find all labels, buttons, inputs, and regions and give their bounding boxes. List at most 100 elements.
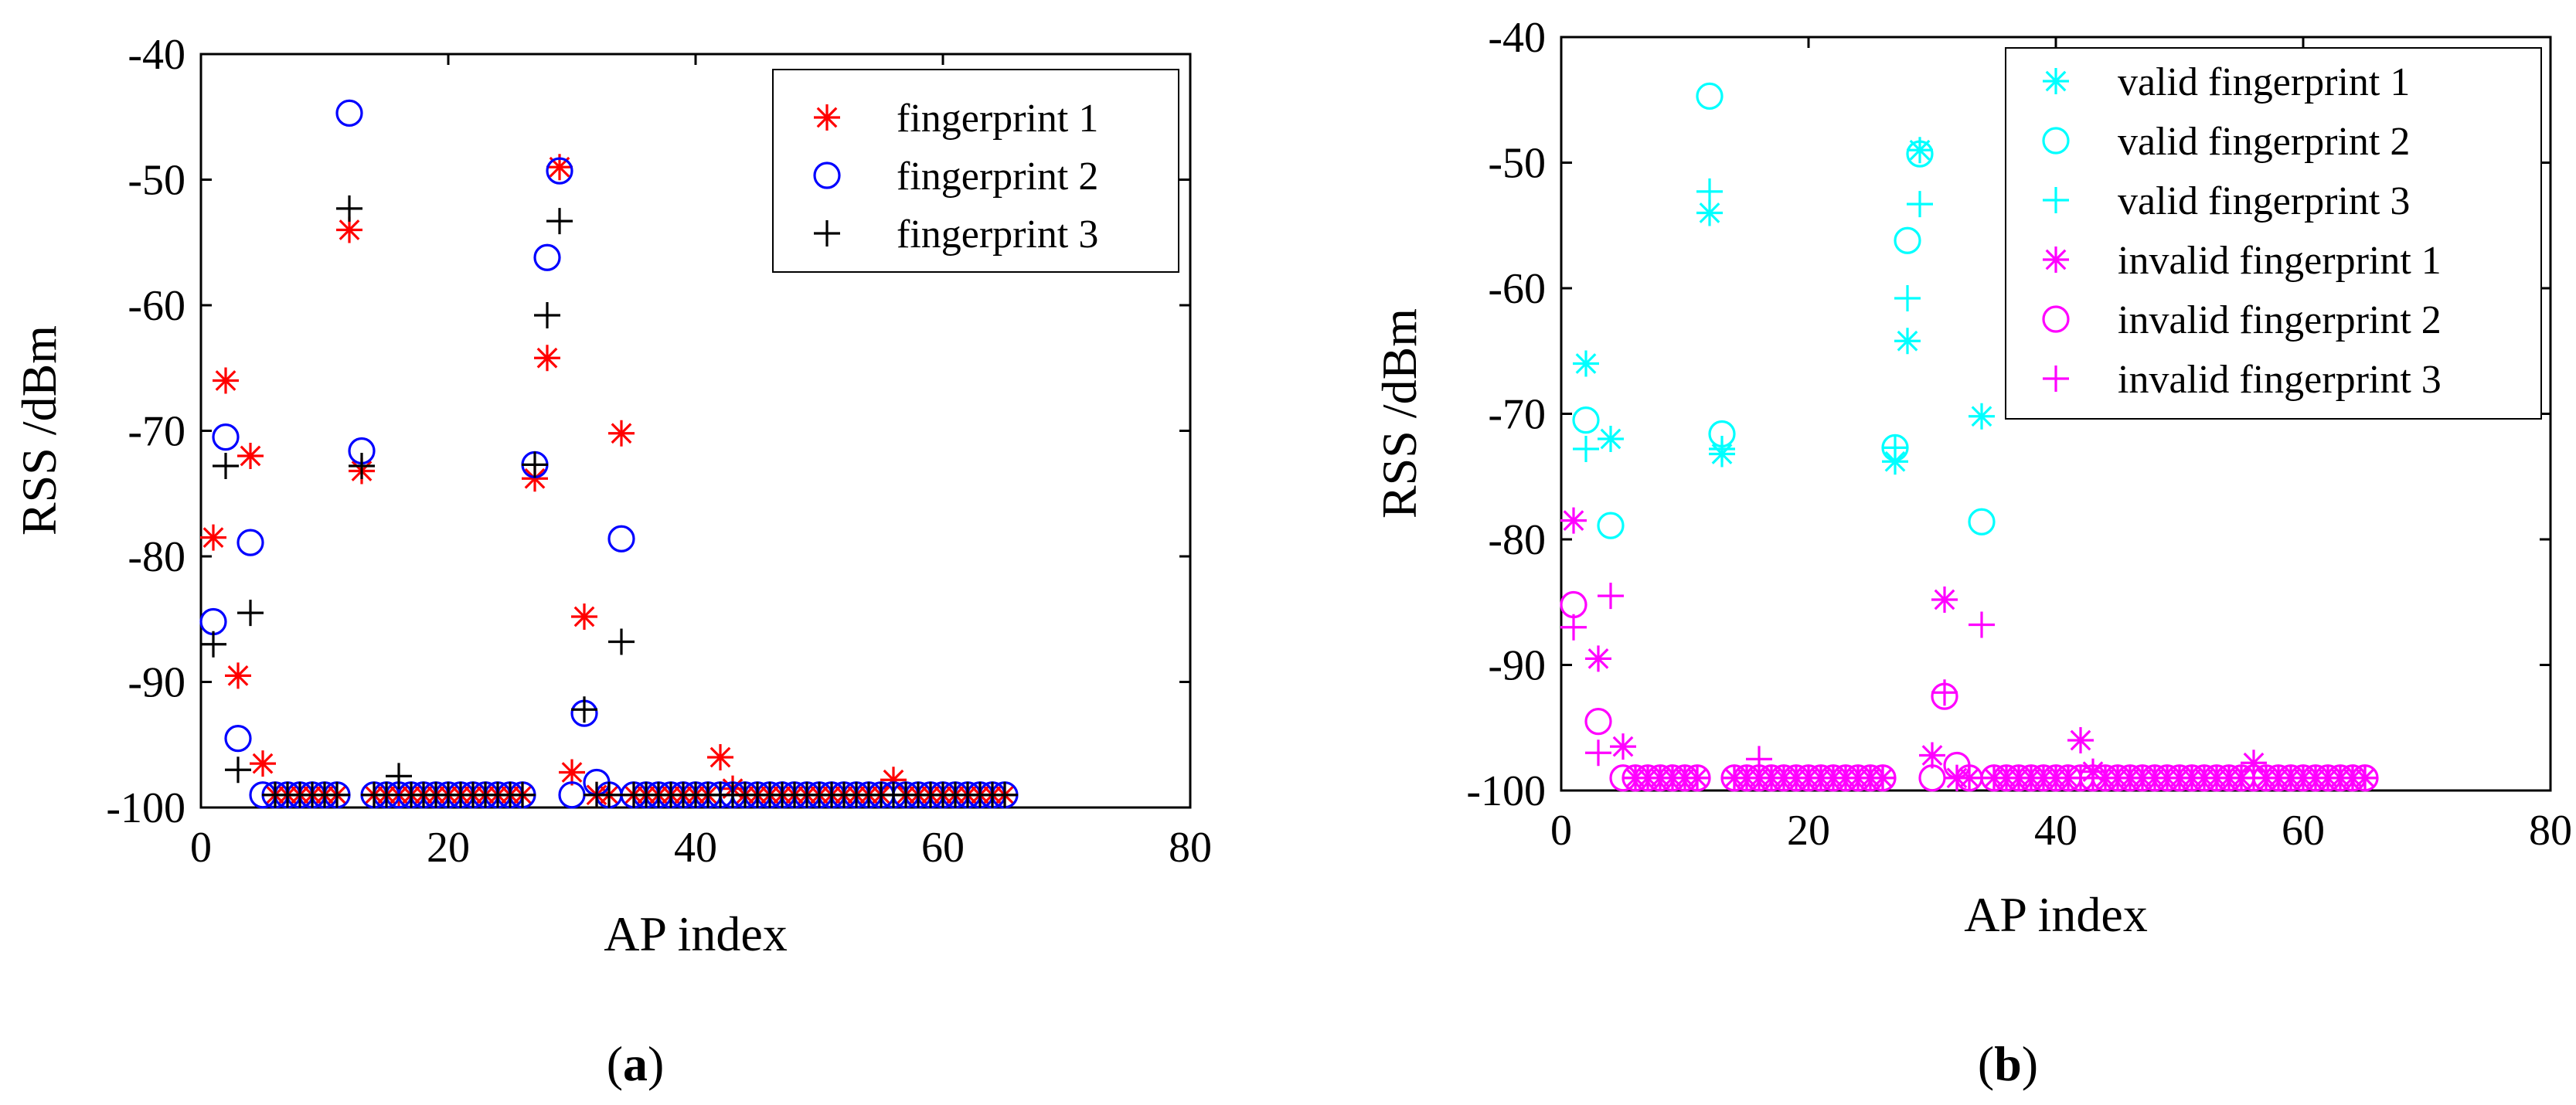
legend-marker	[2043, 187, 2069, 213]
data-point	[1870, 764, 1896, 791]
data-point	[1598, 583, 1624, 610]
data-point	[522, 451, 548, 478]
y-axis-label-a: RSS /dBm	[12, 325, 66, 536]
y-tick-label-a: -80	[128, 533, 185, 581]
data-point	[224, 725, 252, 753]
legend-label-fingerprint-1: fingerprint 1	[897, 97, 1098, 141]
data-point	[1746, 746, 1772, 773]
data-point	[596, 781, 622, 808]
x-tick-label-a: 80	[1169, 824, 1212, 872]
data-point	[1696, 178, 1723, 205]
data-point	[1734, 764, 1760, 791]
legend-marker	[2042, 305, 2070, 333]
data-point	[707, 744, 733, 770]
legend-markers-b	[2042, 68, 2070, 392]
data-point	[335, 99, 363, 127]
data-point	[1919, 742, 1945, 769]
legend-a: fingerprint 1 fingerprint 2 fingerprint …	[772, 69, 1179, 273]
data-point	[1597, 512, 1625, 539]
data-point	[1907, 191, 1933, 218]
data-point	[1584, 708, 1612, 736]
chart-panel-a: 0 20 40 60 80 -40 -50 -60 -70 -80 -90 -100 AP index…	[12, 31, 1212, 961]
legend-label-valid-fingerprint-3: valid fingerprint 3	[2118, 179, 2410, 223]
data-point	[571, 604, 597, 630]
data-point	[546, 208, 573, 235]
data-point	[571, 696, 597, 723]
y-tick-label-b: -70	[1488, 391, 1546, 439]
x-tick-label-b: 0	[1550, 807, 1572, 855]
data-point	[2067, 727, 2094, 753]
legend-label-valid-fingerprint-1: valid fingerprint 1	[2118, 60, 2410, 104]
data-point	[1684, 764, 1710, 791]
data-point	[213, 367, 239, 394]
data-point	[2352, 764, 2378, 791]
series-a-3	[200, 195, 1018, 808]
data-point	[1573, 350, 1599, 377]
y-tick-label-b: -40	[1488, 14, 1546, 62]
y-tick-label-a: -90	[128, 659, 185, 707]
data-point	[1696, 82, 1724, 110]
data-point	[1560, 614, 1587, 641]
legend-marker	[2042, 127, 2070, 155]
data-point	[1894, 328, 1921, 355]
data-point	[1585, 645, 1611, 672]
data-point	[1969, 403, 1995, 430]
y-tick-label-a: -100	[106, 784, 185, 832]
legend-marker	[2043, 68, 2069, 94]
caption-b-label: b	[1994, 1036, 2022, 1091]
y-tick-label-a: -60	[128, 282, 185, 330]
y-tick-label-a: -70	[128, 408, 185, 456]
data-markers-a	[199, 99, 1019, 809]
caption-a-open: (	[607, 1036, 623, 1091]
data-point	[534, 345, 560, 372]
series-b-2	[1572, 82, 1996, 539]
data-point	[1931, 679, 1958, 706]
x-tick-label-b: 20	[1787, 807, 1830, 855]
data-point	[237, 443, 264, 469]
legend-box-b	[2005, 47, 2542, 420]
x-axis-label-b: AP index	[1964, 887, 2148, 942]
data-point	[559, 759, 585, 786]
legend-b: valid fingerprint 1 valid fingerprint 2 …	[2005, 47, 2542, 420]
data-point	[1560, 507, 1587, 534]
legend-box-a	[772, 69, 1179, 273]
data-point	[1572, 406, 1600, 434]
data-point	[373, 781, 400, 808]
legend-marker	[814, 220, 840, 246]
x-tick-label-b: 40	[2034, 807, 2077, 855]
legend-marker	[2043, 246, 2069, 273]
caption-a: (a)	[607, 1036, 665, 1091]
series-b-3	[1573, 178, 1933, 462]
data-point	[509, 781, 536, 808]
data-point	[1610, 733, 1636, 760]
y-tick-label-b: -80	[1488, 516, 1546, 564]
caption-b-close: )	[2022, 1036, 2038, 1091]
data-point	[386, 763, 412, 790]
caption-b: (b)	[1978, 1036, 2038, 1091]
data-point	[1894, 226, 1921, 254]
data-point	[1598, 426, 1624, 452]
data-point	[200, 631, 226, 658]
data-point	[336, 216, 362, 243]
data-point	[1906, 140, 1934, 168]
y-tick-label-b: -100	[1466, 767, 1546, 815]
data-point	[250, 750, 276, 777]
data-point	[546, 157, 573, 185]
data-point	[533, 243, 561, 271]
data-point	[213, 453, 239, 479]
legend-marker	[2043, 366, 2069, 392]
data-point	[349, 453, 375, 479]
data-point	[1956, 764, 1982, 791]
data-point	[1573, 436, 1599, 462]
x-tick-label-b: 60	[2282, 807, 2325, 855]
axis-ticks-b: 0 20 40 60 80 -40 -50 -60 -70 -80 -90 -100	[1466, 14, 2572, 855]
data-point	[880, 767, 907, 794]
caption-a-close: )	[648, 1036, 664, 1091]
legend-label-invalid-fingerprint-2: invalid fingerprint 2	[2118, 298, 2442, 342]
data-point	[1931, 586, 1958, 613]
data-point	[225, 756, 251, 784]
data-point	[534, 302, 560, 328]
data-point	[1968, 508, 1996, 536]
data-point	[608, 628, 635, 655]
